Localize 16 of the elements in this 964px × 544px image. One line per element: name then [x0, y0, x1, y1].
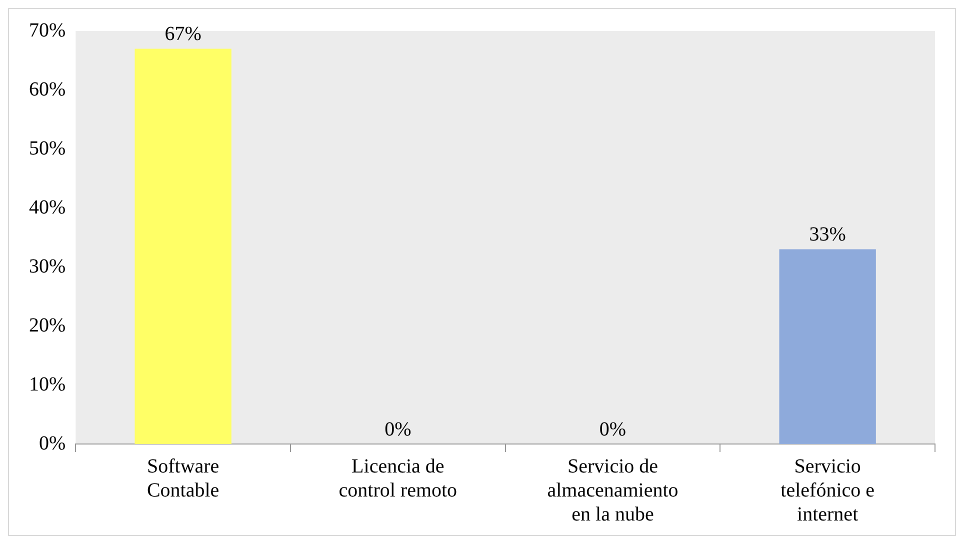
- y-tick-label: 50%: [28, 137, 66, 160]
- x-tick-label: Licencia de control remoto: [338, 455, 458, 502]
- y-tick-label: 30%: [28, 255, 66, 278]
- y-tick-label: 40%: [28, 196, 66, 218]
- y-tick-label: 10%: [28, 373, 66, 396]
- x-tick-label: Servicio telefónico e internet: [780, 455, 875, 526]
- data-label: 67%: [164, 22, 202, 45]
- y-tick-label: 20%: [28, 314, 66, 336]
- data-label: 0%: [384, 418, 412, 440]
- data-label: 0%: [599, 418, 626, 440]
- y-tick-label: 60%: [28, 78, 66, 100]
- y-tick-label: 0%: [38, 432, 66, 454]
- y-tick-label: 70%: [28, 19, 66, 42]
- x-tick-label: Servicio de almacenamiento en la nube: [547, 455, 678, 526]
- data-label: 33%: [809, 224, 846, 246]
- x-tick-label: Software Contable: [146, 455, 220, 502]
